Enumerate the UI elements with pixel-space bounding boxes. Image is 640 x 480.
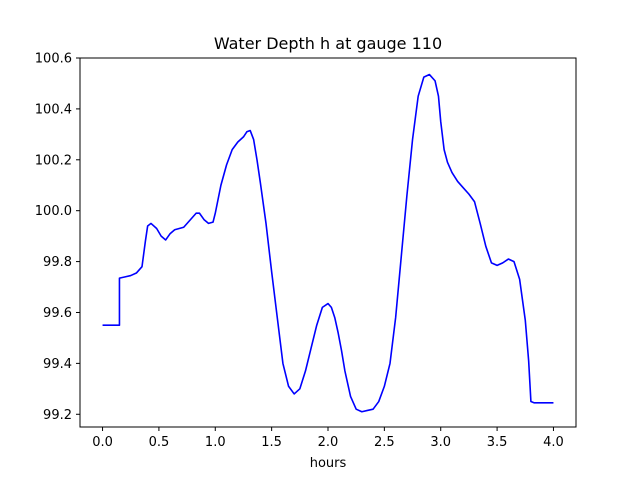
x-tick-label: 1.5 [261,435,282,450]
x-tick-label: 2.0 [318,435,339,450]
series-line-0 [102,73,554,413]
y-tick-label: 100.2 [35,153,72,168]
y-tick-label: 100.4 [35,102,72,117]
y-axis: 99.2 99.4 99.6 99.8 100.0 100.2 100.4 100.6 [35,52,80,423]
x-tick-label: 0.0 [92,435,113,450]
x-tick-label: 2.5 [374,435,395,450]
y-tick-label: 99.4 [43,357,72,372]
y-tick-label: 99.2 [43,408,72,423]
chart-title: Water Depth h at gauge 110 [214,34,442,53]
x-axis: 0.0 0.5 1.0 1.5 2.0 2.5 3.0 3.5 4.0 [92,427,564,450]
x-tick-label: 1.0 [205,435,226,450]
x-tick-label: 4.0 [543,435,564,450]
series-layer [102,73,554,413]
y-tick-label: 100.0 [35,204,72,219]
x-tick-label: 0.5 [149,435,170,450]
y-tick-label: 99.8 [43,255,72,270]
x-axis-label: hours [310,456,347,471]
y-tick-label: 100.6 [35,52,72,67]
x-tick-label: 3.5 [487,435,508,450]
y-tick-label: 99.6 [43,306,72,321]
x-tick-label: 3.0 [430,435,451,450]
